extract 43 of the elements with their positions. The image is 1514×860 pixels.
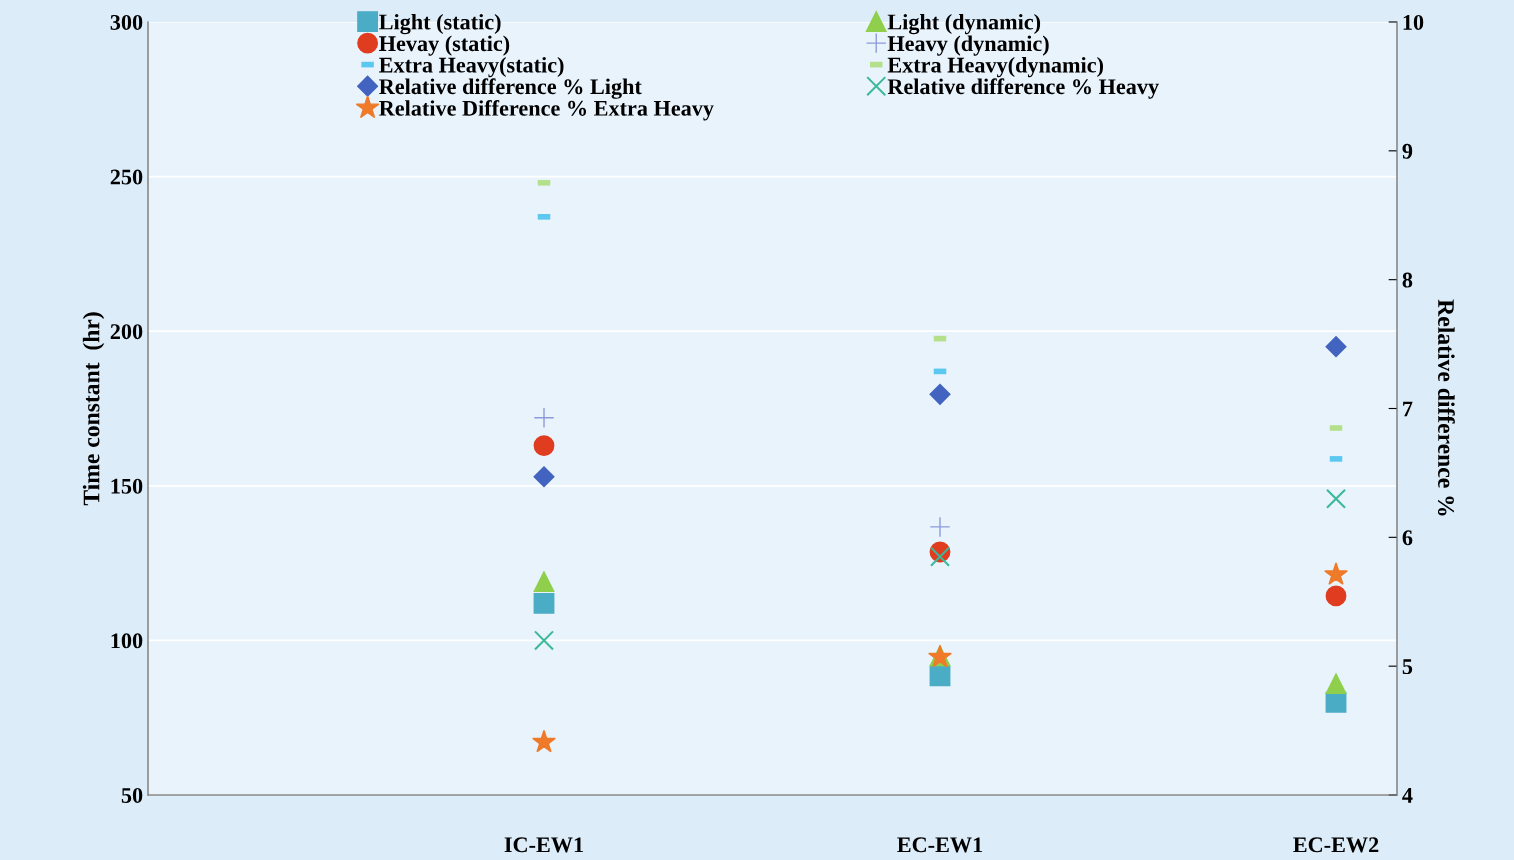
point [929,546,951,567]
x-tick-label: EC-EW1 [897,837,983,853]
y2-tick-label: 6 [1402,530,1413,546]
point [1325,585,1347,607]
y-tick-label: 150 [111,478,143,494]
point [533,435,555,457]
point [533,466,555,488]
point [929,383,951,405]
y-tick-label: 250 [110,169,143,185]
x-tick-label: IC-EW1 [504,837,583,853]
y-axis-title: Time constant (hr) [82,312,105,506]
legend-label: Relative difference % Heavy [887,78,1159,99]
y2-tick-label: 9 [1402,143,1413,159]
legend-label: Light (static) [379,13,501,35]
point [533,630,555,651]
legend-label: Heavy (dynamic) [887,35,1049,56]
point [532,729,556,753]
point [1325,336,1347,358]
legend-label: Relative difference % Light [379,78,642,99]
point [1324,562,1348,585]
legend-label: Relative Difference % Extra Heavy [379,99,714,121]
y2-tick-label: 5 [1402,659,1413,675]
y-tick-label: 300 [110,14,143,30]
y2-tick-label: 4 [1402,788,1413,803]
x-tick-label: EC-EW2 [1293,837,1379,853]
legend-label: Light (dynamic) [887,13,1041,35]
point [533,592,555,614]
y-tick-label: 200 [110,324,143,340]
y2-tick-label: 7 [1403,401,1413,417]
legend-label: Extra Heavy(static) [379,56,564,78]
legend-label: Extra Heavy(dynamic) [887,56,1103,78]
point [533,571,555,593]
y2-tick-label: 8 [1402,272,1413,288]
point [929,665,951,687]
point [1325,488,1347,509]
y-tick-label: 100 [111,633,143,649]
point [533,407,555,429]
y2-tick-label: 10 [1403,14,1424,30]
y2-axis-title: Relative difference % [1437,299,1455,516]
y-tick-label: 50 [121,787,143,803]
legend-label: Hevay (static) [379,35,510,56]
point [929,516,951,538]
point [1325,673,1347,695]
